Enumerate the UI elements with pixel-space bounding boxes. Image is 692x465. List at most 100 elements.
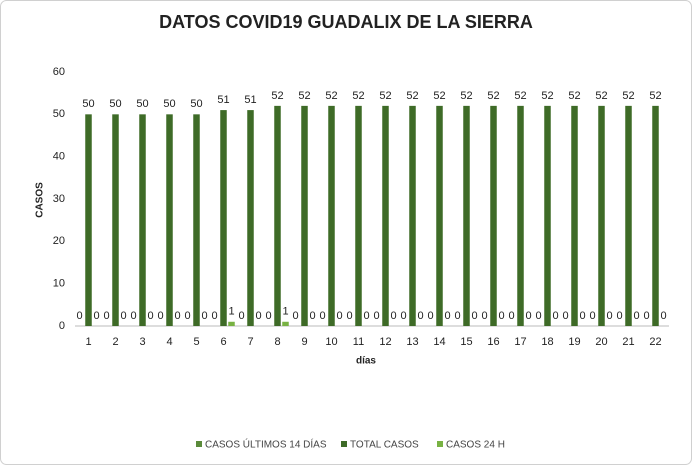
data-label: 0	[363, 310, 369, 322]
data-label: 0	[255, 310, 261, 322]
bar	[382, 105, 389, 326]
data-label: 0	[103, 310, 109, 322]
bar	[652, 105, 659, 326]
bar	[301, 105, 308, 326]
bar	[193, 114, 200, 326]
x-tick-label: 5	[193, 336, 199, 348]
x-tick-label: 20	[595, 336, 607, 348]
x-tick-label: 6	[220, 336, 226, 348]
data-label: 0	[201, 310, 207, 322]
x-axis-title: días	[356, 356, 376, 367]
data-label: 52	[352, 90, 364, 102]
data-label: 52	[541, 90, 553, 102]
data-label: 51	[244, 94, 256, 106]
bar	[247, 110, 254, 326]
bar	[625, 105, 632, 326]
y-tick-label: 50	[53, 108, 65, 120]
data-label: 0	[336, 310, 342, 322]
data-label: 0	[525, 310, 531, 322]
data-label: 0	[643, 310, 649, 322]
bar	[571, 105, 578, 326]
x-tick-label: 14	[433, 336, 445, 348]
data-label: 50	[190, 98, 202, 110]
data-label: 0	[400, 310, 406, 322]
data-label: 52	[433, 90, 445, 102]
x-tick-label: 4	[166, 336, 172, 348]
y-tick-label: 60	[53, 66, 65, 78]
data-label: 0	[184, 310, 190, 322]
data-label: 0	[633, 310, 639, 322]
x-tick-label: 1	[85, 336, 91, 348]
data-label: 0	[471, 310, 477, 322]
data-label: 52	[298, 90, 310, 102]
data-label: 50	[109, 98, 121, 110]
data-label: 52	[514, 90, 526, 102]
y-tick-label: 40	[53, 151, 65, 163]
x-tick-label: 16	[487, 336, 499, 348]
bar	[436, 105, 443, 326]
data-label: 0	[606, 310, 612, 322]
data-label: 52	[460, 90, 472, 102]
bar	[544, 105, 551, 326]
data-label: 52	[568, 90, 580, 102]
bar	[112, 114, 119, 326]
data-label: 52	[325, 90, 337, 102]
data-label: 0	[481, 310, 487, 322]
data-label: 0	[562, 310, 568, 322]
data-label: 0	[309, 310, 315, 322]
data-label: 0	[535, 310, 541, 322]
data-label: 50	[82, 98, 94, 110]
x-tick-label: 10	[325, 336, 337, 348]
x-tick-label: 3	[139, 336, 145, 348]
data-label: 0	[147, 310, 153, 322]
data-label: 0	[498, 310, 504, 322]
data-label: 0	[120, 310, 126, 322]
y-tick-label: 10	[53, 278, 65, 290]
legend-swatch	[196, 441, 202, 447]
data-label: 52	[406, 90, 418, 102]
data-label: 52	[649, 90, 661, 102]
bar	[166, 114, 173, 326]
chart-title: DATOS COVID19 GUADALIX DE LA SIERRA	[159, 12, 533, 32]
x-tick-label: 7	[247, 336, 253, 348]
y-axis-title: CASOS	[35, 182, 46, 218]
data-label: 0	[76, 310, 82, 322]
legend-text: CASOS 24 H	[446, 440, 505, 451]
bar	[328, 105, 335, 326]
y-tick-label: 30	[53, 193, 65, 205]
data-label: 1	[228, 306, 234, 318]
bar	[85, 114, 92, 326]
x-tick-label: 9	[301, 336, 307, 348]
bar	[282, 321, 289, 326]
bar	[409, 105, 416, 326]
data-label: 0	[390, 310, 396, 322]
data-label: 0	[508, 310, 514, 322]
x-tick-label: 13	[406, 336, 418, 348]
data-label: 0	[265, 310, 271, 322]
y-tick-label: 20	[53, 235, 65, 247]
bar	[355, 105, 362, 326]
x-tick-label: 19	[568, 336, 580, 348]
data-label: 50	[163, 98, 175, 110]
x-tick-label: 8	[274, 336, 280, 348]
bar	[220, 110, 227, 326]
data-label: 0	[130, 310, 136, 322]
data-label: 52	[379, 90, 391, 102]
x-tick-label: 18	[541, 336, 553, 348]
data-label: 0	[552, 310, 558, 322]
data-label: 51	[217, 94, 229, 106]
data-label: 0	[292, 310, 298, 322]
bar	[598, 105, 605, 326]
data-label: 0	[417, 310, 423, 322]
data-label: 0	[319, 310, 325, 322]
data-label: 0	[616, 310, 622, 322]
data-label: 0	[660, 310, 666, 322]
data-label: 52	[271, 90, 283, 102]
legend-text: TOTAL CASOS	[350, 440, 419, 451]
data-label: 52	[622, 90, 634, 102]
data-label: 0	[93, 310, 99, 322]
data-label: 0	[373, 310, 379, 322]
x-tick-label: 21	[622, 336, 634, 348]
